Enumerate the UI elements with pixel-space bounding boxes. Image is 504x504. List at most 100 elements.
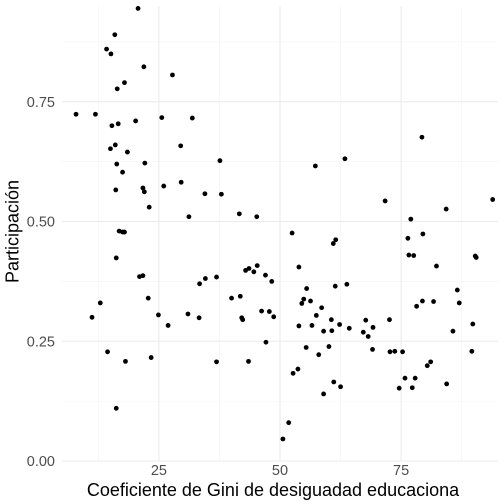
data-point — [405, 235, 411, 241]
data-point — [456, 300, 462, 306]
data-point — [214, 274, 219, 280]
data-point — [333, 237, 339, 243]
y-tick-label: 0.00 — [27, 454, 55, 470]
x-tick-label: 25 — [151, 463, 167, 479]
y-tick-label: 0.50 — [27, 215, 55, 231]
data-point — [420, 298, 425, 304]
data-point — [290, 370, 296, 376]
y-tick-label: 0.25 — [27, 334, 55, 350]
data-point — [251, 269, 257, 275]
data-point — [296, 264, 302, 270]
data-point — [316, 352, 322, 358]
data-point — [133, 118, 139, 124]
data-point — [328, 317, 334, 323]
data-point — [319, 305, 325, 311]
data-point — [113, 187, 119, 193]
data-point — [112, 142, 118, 148]
data-point — [424, 363, 430, 369]
data-point — [246, 358, 251, 364]
data-point — [370, 324, 376, 330]
data-point — [326, 344, 332, 349]
data-point — [104, 46, 109, 52]
data-point — [321, 391, 326, 397]
data-point — [332, 283, 338, 289]
data-point — [363, 317, 369, 323]
data-point — [444, 381, 450, 387]
data-point — [141, 64, 147, 70]
data-points — [73, 5, 496, 442]
data-point — [196, 315, 202, 321]
data-point — [217, 158, 223, 164]
data-point — [259, 308, 264, 314]
data-point — [420, 231, 426, 237]
data-point — [382, 198, 388, 204]
data-point — [387, 349, 393, 355]
data-point — [411, 253, 417, 258]
data-point — [408, 216, 414, 222]
data-point — [313, 313, 319, 318]
data-point — [135, 5, 141, 11]
data-point — [266, 309, 272, 314]
data-point — [108, 51, 114, 57]
data-point — [271, 314, 277, 320]
data-point — [402, 375, 408, 381]
data-point — [112, 32, 118, 38]
data-point — [120, 169, 125, 175]
data-point — [115, 121, 121, 127]
data-point — [344, 281, 350, 287]
data-point — [431, 299, 436, 304]
data-point — [178, 143, 184, 149]
data-point — [331, 379, 337, 385]
data-point — [148, 355, 154, 360]
data-point — [406, 252, 412, 258]
data-point — [159, 115, 165, 120]
data-point — [296, 323, 302, 329]
data-point — [396, 385, 402, 391]
data-point — [114, 86, 120, 92]
data-point — [170, 72, 175, 78]
data-point — [414, 303, 420, 309]
data-point — [122, 80, 127, 86]
data-point — [342, 156, 348, 162]
data-point — [269, 278, 275, 284]
data-point — [197, 281, 202, 287]
data-point — [89, 314, 95, 320]
data-point — [254, 263, 260, 268]
data-point — [218, 191, 224, 197]
data-point — [142, 160, 148, 166]
data-point — [186, 214, 192, 220]
data-point — [329, 328, 335, 334]
data-point — [236, 211, 242, 217]
data-point — [123, 358, 128, 364]
data-point — [370, 347, 375, 352]
data-point — [263, 272, 268, 278]
data-point — [109, 123, 115, 129]
data-point — [392, 348, 398, 354]
data-point — [286, 420, 292, 426]
x-tick-label: 75 — [393, 463, 409, 479]
data-point — [202, 191, 208, 197]
data-point — [409, 385, 415, 391]
x-axis-title: Coeficiente de Gini de desiguadad educac… — [87, 480, 460, 500]
data-point — [473, 255, 479, 260]
data-point — [214, 359, 219, 365]
data-point — [263, 339, 269, 345]
data-point — [412, 375, 418, 381]
data-point — [146, 204, 152, 210]
tick-labels: 25 50 75 0.00 0.25 0.50 0.75 — [27, 95, 409, 479]
data-point — [140, 185, 146, 191]
data-point — [400, 349, 405, 355]
data-point — [105, 349, 110, 355]
data-point — [240, 317, 246, 323]
data-point — [330, 241, 336, 246]
data-point — [73, 111, 79, 117]
data-point — [299, 301, 305, 306]
data-point — [113, 255, 119, 261]
data-point — [337, 322, 342, 327]
y-tick-label: 0.75 — [27, 95, 55, 111]
data-point — [122, 229, 127, 235]
data-point — [93, 111, 98, 117]
data-point — [141, 189, 147, 195]
data-point — [434, 263, 439, 269]
